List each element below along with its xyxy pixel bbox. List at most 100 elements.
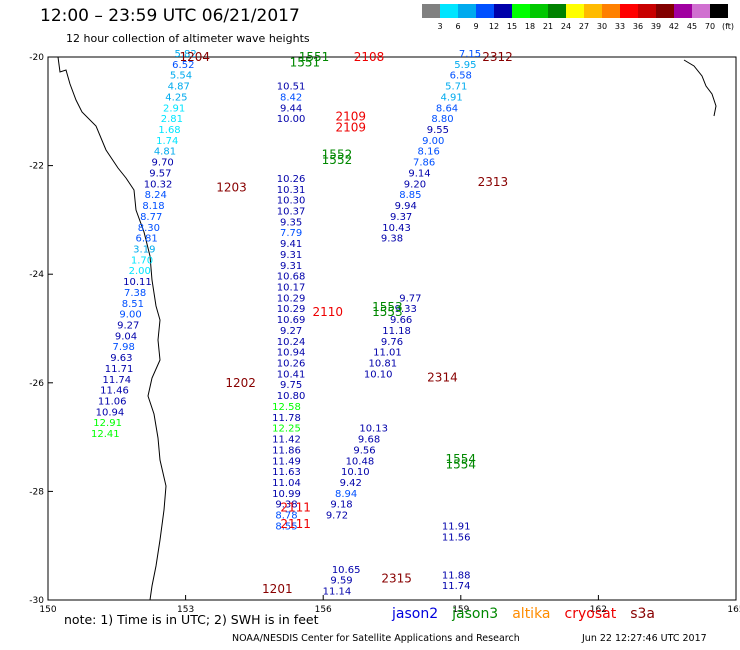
swh-reading: 8.24 <box>145 190 167 201</box>
swh-reading: 11.78 <box>272 413 301 424</box>
swh-reading: 10.29 <box>277 293 306 304</box>
swh-reading: 9.35 <box>280 217 302 228</box>
swh-reading: 3.19 <box>133 244 155 255</box>
swh-reading: 10.81 <box>369 359 398 370</box>
swh-reading: 9.27 <box>280 326 302 337</box>
scale-swatch <box>548 4 566 18</box>
credit-text: NOAA/NESDIS Center for Satellite Applica… <box>232 633 520 644</box>
swh-reading: 9.31 <box>280 261 302 272</box>
scale-label: 36 <box>632 22 644 31</box>
scale-label: 70 <box>704 22 716 31</box>
swh-reading: 4.81 <box>154 147 176 158</box>
swh-reading: 11.74 <box>442 581 471 592</box>
track-label: 2315 <box>381 571 412 585</box>
swh-reading: 10.65 <box>332 565 361 576</box>
x-tick-label: 165 <box>727 605 740 615</box>
coastline <box>47 56 717 601</box>
swh-reading: 9.14 <box>408 168 430 179</box>
swh-reading: 9.63 <box>110 353 132 364</box>
swh-reading: 10.10 <box>341 467 370 478</box>
swh-reading: 11.63 <box>272 467 301 478</box>
swh-reading: 8.77 <box>140 212 162 223</box>
swh-reading: 2.81 <box>161 114 183 125</box>
swh-reading: 10.68 <box>277 272 306 283</box>
swh-reading: 11.18 <box>382 326 411 337</box>
swh-reading: 11.46 <box>100 386 129 397</box>
swh-reading: 10.13 <box>359 424 388 435</box>
footnote: note: 1) Time is in UTC; 2) SWH is in fe… <box>64 612 319 627</box>
scale-swatch <box>440 4 458 18</box>
scale-swatch <box>674 4 692 18</box>
swh-reading: 9.66 <box>390 315 412 326</box>
scale-label: 6 <box>455 22 461 31</box>
track-label: 2111 <box>280 501 311 515</box>
swh-reading: 10.26 <box>277 174 306 185</box>
y-tick-label: -28 <box>29 487 44 497</box>
y-tick-label: -22 <box>29 162 44 172</box>
swh-reading: 8.42 <box>280 92 302 103</box>
swh-reading: 9.42 <box>340 478 362 489</box>
scale-label: 21 <box>542 22 554 31</box>
swh-reading: 10.24 <box>277 337 306 348</box>
swh-reading: 5.82 <box>174 49 196 60</box>
swh-reading: 9.18 <box>330 500 352 511</box>
swh-reading: 2.00 <box>129 266 151 277</box>
swh-reading: 10.69 <box>277 315 306 326</box>
swh-reading: 9.94 <box>395 201 417 212</box>
swh-reading: 11.56 <box>442 532 471 543</box>
generated-timestamp: Jun 22 12:27:46 UTC 2017 <box>582 633 707 644</box>
scale-swatch <box>620 4 638 18</box>
track-label: 1554 <box>446 457 477 471</box>
swh-reading: 9.72 <box>326 511 348 522</box>
y-tick-label: -26 <box>29 379 44 389</box>
chart-subtitle: 12 hour collection of altimeter wave hei… <box>66 32 310 45</box>
legend-entry: jason2 <box>392 606 439 622</box>
scale-unit: (ft) <box>721 22 735 31</box>
swh-reading: 10.94 <box>96 407 125 418</box>
swh-reading: 10.00 <box>277 114 306 125</box>
x-tick-label: 150 <box>39 605 56 615</box>
track-label: 2314 <box>427 370 458 384</box>
swh-reading: 5.54 <box>170 71 192 82</box>
track-label: 1202 <box>225 376 256 390</box>
scale-label: 33 <box>614 22 626 31</box>
swh-reading: 10.94 <box>277 348 306 359</box>
swh-reading: 10.32 <box>144 179 173 190</box>
scale-label: 24 <box>560 22 572 31</box>
swh-reading: 7.79 <box>280 228 302 239</box>
chart-title: 12:00 – 23:59 UTC 06/21/2017 <box>40 6 300 26</box>
scale-label: 42 <box>668 22 680 31</box>
swh-reading: 9.55 <box>427 125 449 136</box>
swh-reading: 10.17 <box>277 282 306 293</box>
swh-reading: 12.41 <box>91 429 120 440</box>
swh-reading: 10.30 <box>277 196 306 207</box>
swh-reading: 9.04 <box>115 331 137 342</box>
swh-reading: 9.70 <box>152 158 174 169</box>
track-label: 2109 <box>335 121 366 135</box>
scale-swatch <box>602 4 620 18</box>
swh-reading: 9.38 <box>381 234 403 245</box>
swh-reading: 10.31 <box>277 185 306 196</box>
track-label: 1201 <box>262 582 293 596</box>
swh-reading: 10.37 <box>277 206 306 217</box>
swh-reading: 11.06 <box>98 397 127 408</box>
swh-reading: 12.58 <box>272 402 301 413</box>
track-label: 2108 <box>354 50 385 64</box>
scale-swatch <box>692 4 710 18</box>
track-label: 1204 <box>179 50 210 64</box>
swh-reading: 11.01 <box>373 348 402 359</box>
swh-reading: 8.80 <box>431 114 453 125</box>
track-label: 1203 <box>216 180 247 194</box>
scale-swatch <box>710 4 728 18</box>
legend-entry: jason3 <box>452 606 499 622</box>
x-tick-label: 162 <box>590 605 607 615</box>
track-label: 1551 <box>290 55 321 69</box>
swh-reading: 5.71 <box>445 82 467 93</box>
swh-reading: 4.87 <box>168 82 190 93</box>
swh-reading: 12.91 <box>93 418 122 429</box>
track-label: 1552 <box>322 153 353 167</box>
track-label: 1554 <box>446 452 477 466</box>
swh-reading: 8.85 <box>399 190 421 201</box>
swh-reading: 6.52 <box>172 60 194 71</box>
swh-reading: 4.91 <box>440 92 462 103</box>
